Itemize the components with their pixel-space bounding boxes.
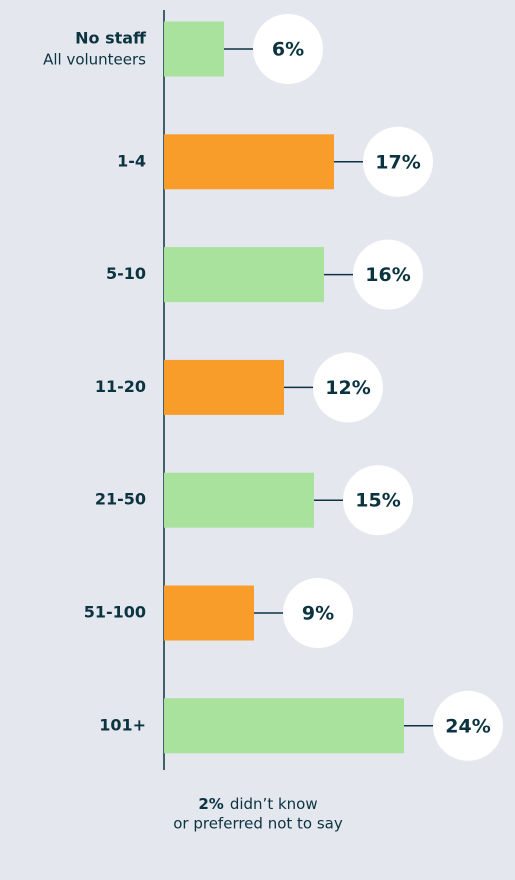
bar bbox=[164, 698, 404, 754]
value-label: 12% bbox=[325, 377, 370, 399]
value-label: 15% bbox=[355, 490, 400, 512]
value-bubble bbox=[253, 14, 323, 84]
value-label: 9% bbox=[302, 603, 334, 625]
category-label: 11-20 bbox=[95, 377, 146, 396]
value-bubble bbox=[353, 239, 423, 310]
category-label: 1-4 bbox=[117, 151, 146, 170]
footnote-line: 2% didn’t know bbox=[198, 795, 317, 813]
footnote-line: or preferred not to say bbox=[173, 815, 343, 833]
value-bubble bbox=[343, 465, 413, 536]
value-bubble bbox=[363, 126, 433, 197]
bar bbox=[164, 359, 284, 415]
bar bbox=[164, 21, 224, 77]
bar bbox=[164, 585, 254, 641]
category-label: 5-10 bbox=[106, 264, 146, 283]
footnote-value: 2% bbox=[198, 795, 223, 813]
category-label: 21-50 bbox=[95, 490, 146, 509]
footnote-text: didn’t know bbox=[230, 795, 318, 813]
value-label: 16% bbox=[365, 264, 410, 286]
category-label: 101+ bbox=[99, 715, 146, 734]
value-bubble bbox=[433, 690, 503, 761]
bar bbox=[164, 134, 334, 190]
category-label: No staff bbox=[75, 29, 147, 48]
bar bbox=[164, 247, 324, 303]
value-bubble bbox=[313, 352, 383, 423]
category-label: 51-100 bbox=[84, 603, 146, 622]
value-label: 6% bbox=[272, 39, 304, 61]
category-sublabel: All volunteers bbox=[43, 51, 146, 69]
bar bbox=[164, 472, 314, 528]
value-bubble bbox=[283, 578, 353, 648]
value-label: 17% bbox=[375, 151, 420, 173]
value-label: 24% bbox=[445, 715, 490, 737]
